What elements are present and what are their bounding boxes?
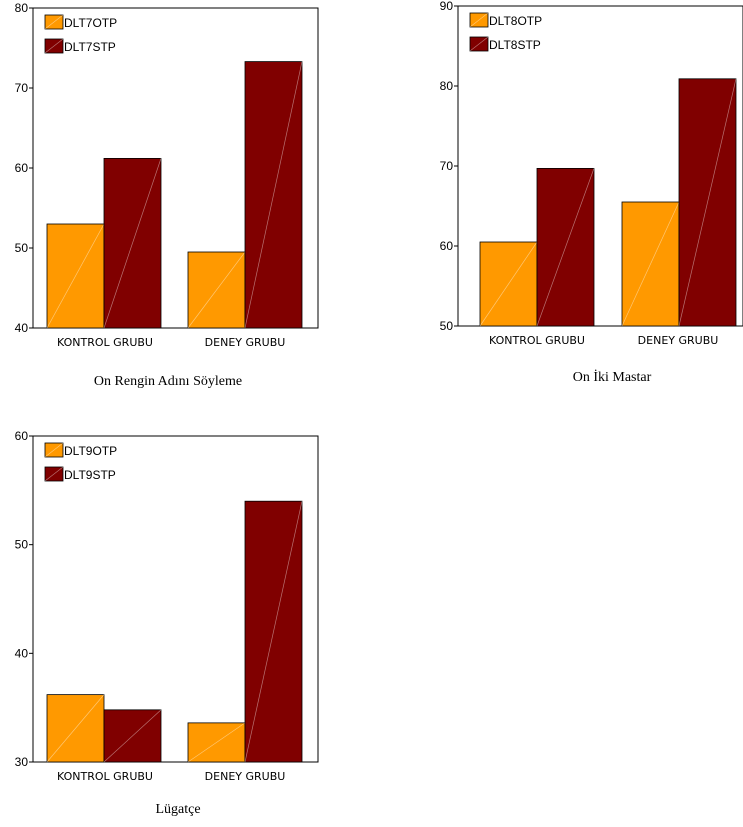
- bar-hatch: [46, 223, 105, 329]
- bar-DLT8OTP-2: [621, 201, 680, 327]
- legend-label: DLT9OTP: [64, 444, 117, 458]
- chart-caption: On İki Mastar: [573, 369, 652, 385]
- category-label: DENEY GRUBU: [205, 336, 286, 349]
- y-tick-label: 80: [440, 79, 454, 93]
- chart-caption: Lügatçe: [155, 802, 200, 817]
- bar-hatch: [244, 501, 303, 763]
- legend-label: DLT9STP: [64, 468, 116, 482]
- bar-hatch: [244, 61, 303, 329]
- legend-swatch-hatch: [44, 38, 64, 54]
- chart-2: 50 60 70 80 90 KONTROL GRUBU DENEY GRUBU DLT8OT…: [440, 0, 743, 385]
- bar-DLT9OTP-2: [187, 722, 246, 763]
- bar-DLT7STP-1: [103, 157, 162, 329]
- y-tick-label: 30: [15, 755, 29, 769]
- bar-DLT9OTP-1: [46, 694, 105, 763]
- bar-DLT9STP-1: [103, 709, 162, 763]
- bar-DLT8STP-1: [536, 167, 595, 327]
- legend-label: DLT7OTP: [64, 16, 117, 30]
- chart-3: 30 40 50 60 KONTROL GRUBU DENEY GRUBU DLT9OTP D…: [15, 429, 319, 817]
- y-tick-label: 70: [440, 159, 454, 173]
- y-tick-label: 80: [15, 1, 29, 15]
- y-tick-label: 60: [15, 429, 29, 443]
- bar-DLT7OTP-1: [46, 223, 105, 329]
- y-tick-label: 60: [440, 239, 454, 253]
- legend-swatch: [44, 442, 64, 458]
- bar-hatch: [187, 722, 246, 763]
- y-tick-label: 40: [15, 321, 29, 335]
- bar-hatch: [46, 694, 105, 763]
- y-tick-label: 50: [15, 241, 29, 255]
- legend-swatch-hatch: [44, 442, 64, 458]
- bar-DLT7STP-2: [244, 61, 303, 329]
- category-label: KONTROL GRUBU: [489, 334, 585, 347]
- legend-swatch: [44, 466, 64, 482]
- bar-DLT8OTP-1: [479, 241, 538, 327]
- legend-swatch: [44, 38, 64, 54]
- bar-DLT9STP-2: [244, 500, 303, 763]
- legend-swatch: [44, 14, 64, 30]
- legend-swatch: [469, 36, 489, 52]
- category-label: DENEY GRUBU: [638, 334, 719, 347]
- legend-swatch: [469, 12, 489, 28]
- y-tick-label: 50: [15, 538, 29, 552]
- y-tick-label: 40: [15, 646, 29, 660]
- bar-hatch: [536, 168, 595, 327]
- y-tick-label: 90: [440, 0, 454, 13]
- bar-hatch: [103, 709, 162, 763]
- legend-label: DLT8OTP: [489, 14, 542, 28]
- legend-swatch-hatch: [44, 14, 64, 30]
- bar-hatch: [103, 158, 162, 329]
- bar-hatch: [187, 251, 246, 329]
- y-tick-label: 70: [15, 81, 29, 95]
- category-label: KONTROL GRUBU: [57, 770, 153, 783]
- chart-caption: On Rengin Adını Söyleme: [94, 374, 242, 389]
- legend-label: DLT8STP: [489, 38, 541, 52]
- legend-swatch-hatch: [44, 466, 64, 482]
- legend-swatch-hatch: [469, 12, 489, 28]
- y-tick-label: 60: [15, 161, 29, 175]
- bar-hatch: [678, 78, 737, 327]
- category-label: KONTROL GRUBU: [57, 336, 153, 349]
- legend-label: DLT7STP: [64, 40, 116, 54]
- bar-hatch: [621, 201, 680, 327]
- y-tick-label: 50: [440, 319, 454, 333]
- bar-DLT8STP-2: [678, 78, 737, 327]
- bar-hatch: [479, 241, 538, 327]
- legend-swatch-hatch: [469, 36, 489, 52]
- chart-1: 40 50 60 70 80 KONTROL GRUBU DENEY GRUBU DLT7OT…: [15, 1, 319, 389]
- category-label: DENEY GRUBU: [205, 770, 286, 783]
